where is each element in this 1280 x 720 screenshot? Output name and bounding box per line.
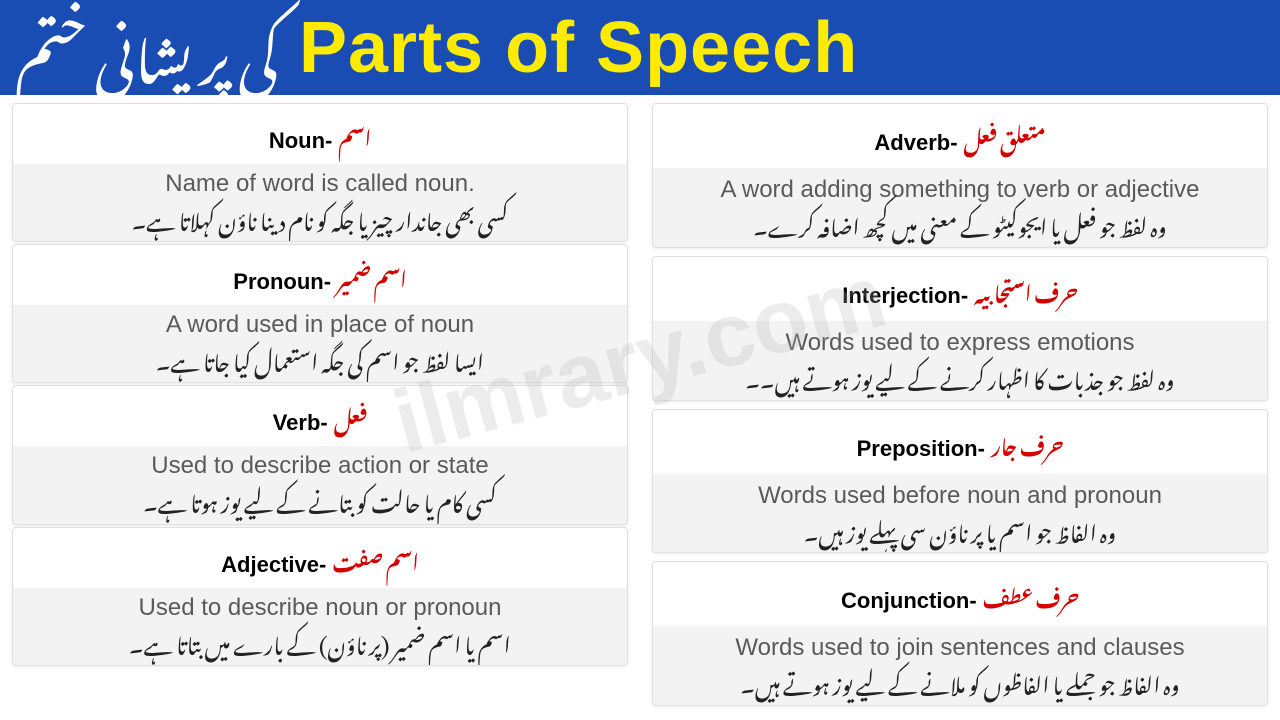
definition-urdu: وہ الفاظ جو جملے یا الفاظوں کو ملانے کے … bbox=[663, 664, 1257, 699]
title-english: Adjective- bbox=[221, 552, 326, 577]
card-title: Preposition- حرف جار bbox=[653, 410, 1267, 474]
card-adverb: Adverb- متعلق فعل A word adding somethin… bbox=[652, 103, 1268, 248]
card-body: A word adding something to verb or adjec… bbox=[653, 168, 1267, 248]
card-body: Words used to join sentences and clauses… bbox=[653, 626, 1267, 706]
definition-urdu: کسی بھی جاندار چیز یا جگہ کو نام دینا نا… bbox=[23, 200, 617, 235]
title-english: Noun- bbox=[269, 128, 333, 153]
card-conjunction: Conjunction- حرف عطف Words used to join … bbox=[652, 561, 1268, 706]
title-english: Adverb- bbox=[874, 130, 957, 155]
title-urdu: متعلق فعل bbox=[964, 112, 1046, 162]
main-title: Parts of Speech bbox=[299, 7, 858, 89]
title-english: Preposition- bbox=[857, 436, 985, 461]
header-banner: Parts of Speech کی پریشانی ختم bbox=[0, 0, 1280, 95]
title-english: Interjection- bbox=[842, 283, 968, 308]
card-body: A word used in place of noun ایسا لفظ جو… bbox=[13, 305, 627, 382]
card-verb: Verb- فعل Used to describe action or sta… bbox=[12, 385, 628, 524]
card-body: Words used to express emotions وہ لفظ جو… bbox=[653, 321, 1267, 401]
card-body: Used to describe noun or pronoun اسم یا … bbox=[13, 588, 627, 665]
definition-urdu: وہ لفظ جو فعل یا ایجوکیٹو کے معنی میں کچ… bbox=[663, 206, 1257, 241]
card-body: Words used before noun and pronoun وہ ال… bbox=[653, 474, 1267, 554]
card-title: Pronoun- اسم ضمیر bbox=[13, 245, 627, 305]
definition-urdu: وہ الفاظ جو اسم یا پر ناؤن سی پہلے یوز ہ… bbox=[663, 512, 1257, 547]
card-title: Interjection- حرف استجابیہ bbox=[653, 257, 1267, 321]
right-column: Adverb- متعلق فعل A word adding somethin… bbox=[652, 103, 1268, 712]
definition-urdu: ایسا لفظ جو اسم کی جگہ استعمال کیا جاتا … bbox=[23, 341, 617, 376]
title-english: Pronoun- bbox=[233, 269, 331, 294]
card-interjection: Interjection- حرف استجابیہ Words used to… bbox=[652, 256, 1268, 401]
card-noun: Noun- اسم Name of word is called noun. ک… bbox=[12, 103, 628, 242]
title-english: Conjunction- bbox=[841, 588, 977, 613]
card-body: Used to describe action or state کسی کام… bbox=[13, 446, 627, 523]
title-urdu: اسم ضمیر bbox=[337, 251, 407, 301]
definition-urdu: کسی کام یا حالت کو بتانے کے لیے یوز ہوتا… bbox=[23, 482, 617, 517]
definition-urdu: وہ لفظ جو جذبات کا اظہار کرنے کے لیے یوز… bbox=[663, 359, 1257, 394]
card-body: Name of word is called noun. کسی بھی جان… bbox=[13, 164, 627, 241]
title-urdu: حرف استجابیہ bbox=[974, 265, 1077, 315]
card-adjective: Adjective- اسم صفت Used to describe noun… bbox=[12, 527, 628, 666]
card-title: Noun- اسم bbox=[13, 104, 627, 164]
card-title: Verb- فعل bbox=[13, 386, 627, 446]
definition-urdu: اسم یا اسم ضمیر (پر ناؤن) کے بارے میں بت… bbox=[23, 624, 617, 659]
title-urdu: اسم bbox=[338, 110, 371, 160]
card-pronoun: Pronoun- اسم ضمیر A word used in place o… bbox=[12, 244, 628, 383]
title-urdu: اسم صفت bbox=[332, 534, 418, 584]
title-urdu: حرف جار bbox=[991, 418, 1063, 468]
card-title: Conjunction- حرف عطف bbox=[653, 562, 1267, 626]
title-english: Verb- bbox=[273, 410, 328, 435]
content-area: Noun- اسم Name of word is called noun. ک… bbox=[0, 95, 1280, 720]
title-urdu: حرف عطف bbox=[983, 570, 1079, 620]
left-column: Noun- اسم Name of word is called noun. ک… bbox=[12, 103, 628, 712]
title-urdu: فعل bbox=[334, 392, 367, 442]
card-preposition: Preposition- حرف جار Words used before n… bbox=[652, 409, 1268, 554]
header-urdu-text: کی پریشانی ختم bbox=[15, 0, 279, 118]
card-title: Adverb- متعلق فعل bbox=[653, 104, 1267, 168]
card-title: Adjective- اسم صفت bbox=[13, 528, 627, 588]
